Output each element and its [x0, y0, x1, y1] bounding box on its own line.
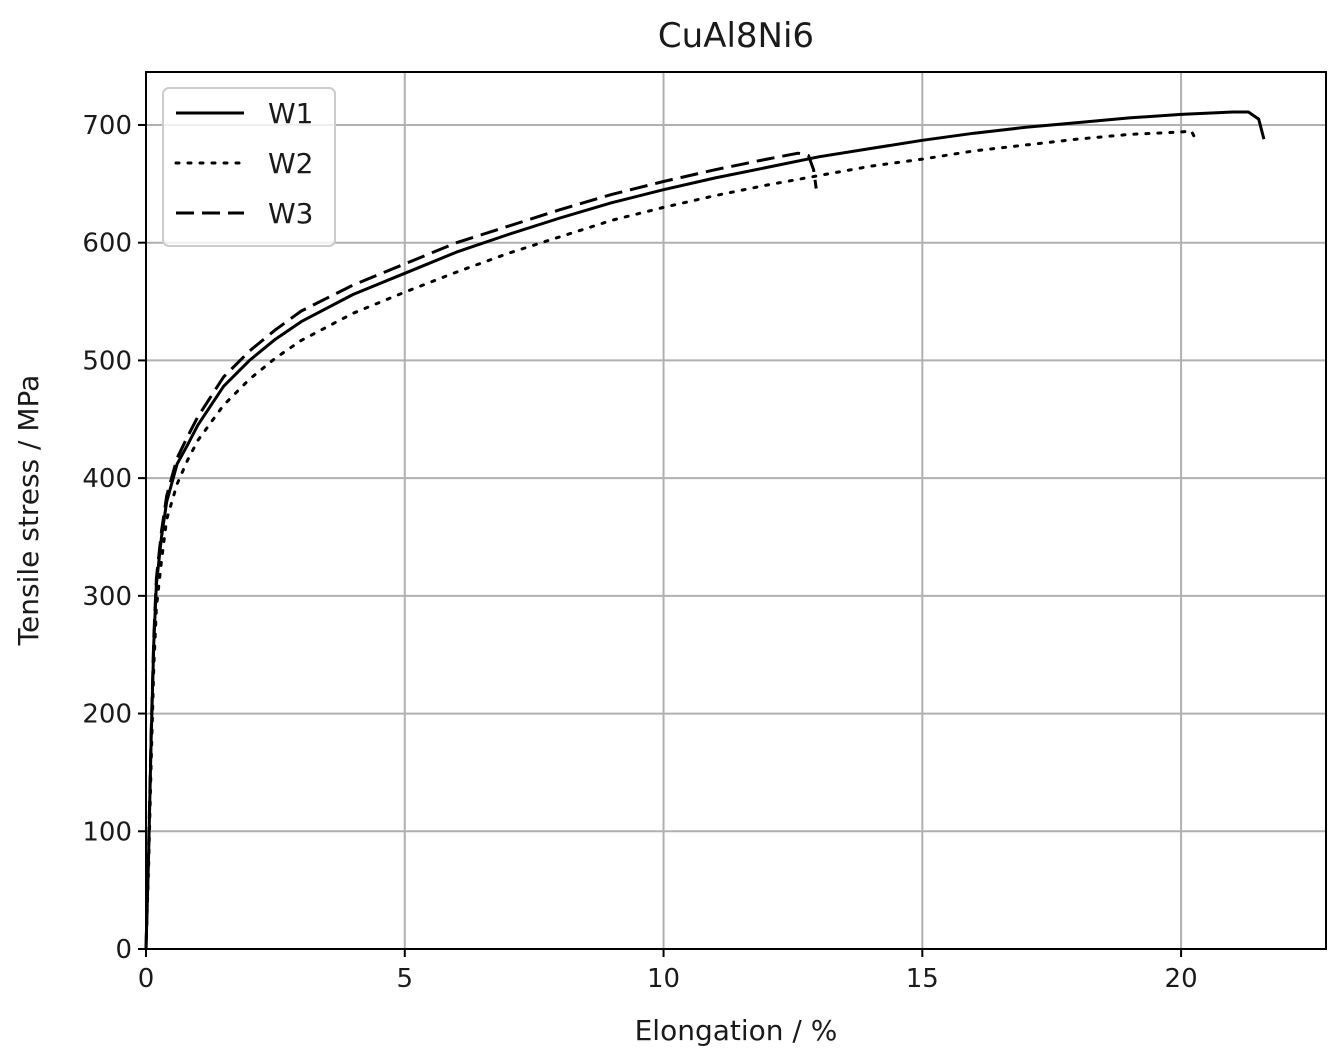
y-tick-label: 300 — [82, 582, 132, 612]
legend-label-w1: W1 — [268, 97, 314, 130]
y-tick-label: 100 — [82, 817, 132, 847]
x-axis-label: Elongation / % — [635, 1014, 838, 1047]
x-tick-label: 20 — [1165, 964, 1198, 994]
x-tick-label: 0 — [138, 964, 155, 994]
series-line-w2 — [144, 129, 1199, 951]
x-tick-label: 15 — [906, 964, 939, 994]
y-tick-label: 400 — [82, 464, 132, 494]
y-tick-label: 200 — [82, 700, 132, 730]
legend: W1 W2 W3 — [162, 87, 336, 247]
chart-title: CuAl8Ni6 — [658, 16, 814, 56]
plot-frame — [145, 71, 1327, 950]
y-tick-label: 500 — [82, 346, 132, 376]
legend-box — [162, 87, 336, 247]
series-line-w1 — [144, 110, 1266, 950]
x-tick-label: 5 — [396, 964, 413, 994]
legend-label-w2: W2 — [268, 147, 314, 180]
y-axis-label: Tensile stress / MPa — [12, 375, 45, 647]
legend-label-w3: W3 — [268, 197, 314, 230]
series-line-w3 — [144, 151, 818, 950]
y-tick-label: 600 — [82, 229, 132, 259]
x-tick-label: 10 — [647, 964, 680, 994]
plot-series — [144, 110, 1266, 951]
y-tick-label: 700 — [82, 111, 132, 141]
y-tick-label: 0 — [115, 935, 132, 965]
